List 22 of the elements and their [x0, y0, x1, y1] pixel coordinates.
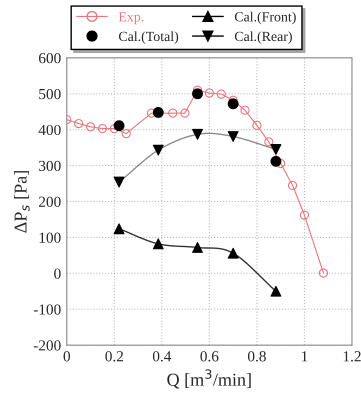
y-tick-label: 300: [39, 160, 61, 172]
legend-label: Cal.(Total): [118, 31, 178, 44]
x-axis-title: Q [m$^{3}$/min]: [167, 369, 251, 389]
legend-label: Cal.(Rear): [234, 31, 292, 44]
x-tick-label: 0.4: [152, 351, 172, 362]
x-tick-label: 0.8: [248, 351, 266, 362]
y-tick-label: 600: [38, 52, 61, 64]
legend-label: Cal.(Front): [234, 12, 296, 24]
y-tick-label: 400: [38, 124, 61, 136]
legend-label: Exp.: [118, 12, 144, 24]
y-tick-label: 0: [54, 268, 61, 279]
y-tick-label: -200: [34, 340, 61, 351]
x-tick-label: 0: [64, 351, 70, 362]
y-tick-label: -100: [34, 304, 61, 315]
y-tick-label: 100: [40, 232, 61, 243]
y-tick-label: 500: [39, 88, 61, 100]
y-tick-label: 200: [38, 196, 61, 207]
x-tick-label: 1.2: [344, 351, 361, 362]
x-tick-label: 0.2: [105, 351, 124, 362]
y-axis-title: ΔP$_{s}$ [Pa]: [14, 171, 30, 233]
x-tick-label: 1: [302, 351, 308, 362]
x-tick-label: 0.6: [200, 351, 218, 362]
